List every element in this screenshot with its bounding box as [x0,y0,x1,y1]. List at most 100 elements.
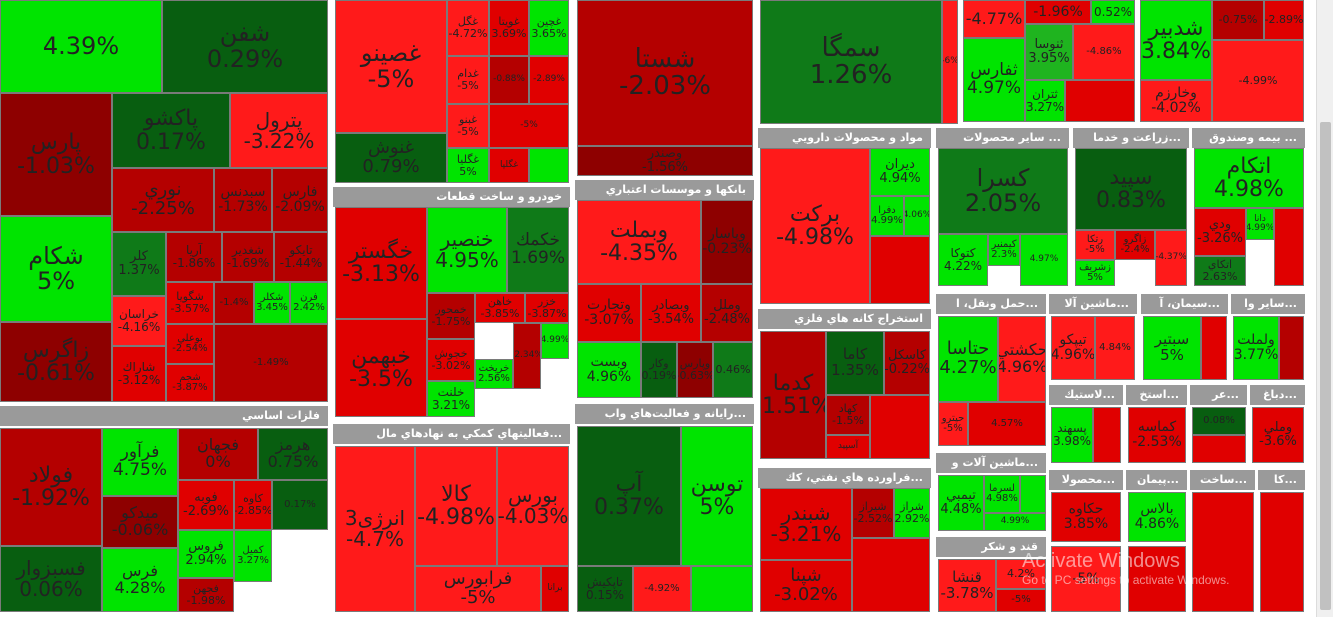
tile-t65[interactable]: -2.34% [513,323,541,389]
tile-t56[interactable]: خكمك 1.69% [507,207,569,293]
tile-t62[interactable]: خريخت 2.56% [475,359,513,389]
tile-t80[interactable]: كسرا 2.05% [938,148,1068,234]
tile-t76[interactable]: ديران 4.94% [870,148,930,196]
tile-t135[interactable] [1192,435,1246,463]
tile-t102[interactable]: كالا -4.98% [415,446,497,566]
tile-t18[interactable]: فرن 2.42% [290,282,328,324]
tile-t90[interactable]: ودي -3.26% [1194,208,1246,256]
tile-t125[interactable]: تيمبي 4.48% [938,475,984,531]
tile-t63[interactable]: خلنت 3.21% [427,381,475,417]
tile-t103[interactable]: انرژی3 -4.7% [335,446,415,612]
tile-t61[interactable]: خجوش -3.02% [427,339,475,381]
tile-t25[interactable]: غگل -4.72% [447,0,489,56]
tile-t154[interactable]: فجهن -1.98% [178,578,234,612]
tile-t24[interactable]: غصينو -5% [335,0,447,133]
tile-t42[interactable]: -1.96% [1025,0,1091,24]
tile-t57[interactable]: خبهمن -3.5% [335,319,427,417]
tile-t141[interactable] [1192,492,1254,612]
tile-t12[interactable]: شغدير -1.69% [222,232,274,282]
tile-t95[interactable]: كاما 1.35% [826,331,884,395]
tile-t33[interactable]: غنوش 0.79% [335,133,447,183]
tile-t34[interactable]: غگليا 5% [447,148,489,183]
tile-t150[interactable]: فروس 2.94% [178,530,234,578]
tile-t142[interactable] [1260,492,1304,612]
tile-t20[interactable]: شاراك -3.12% [112,346,166,402]
tile-t131[interactable]: پسهند 3.98% [1051,407,1093,463]
tile-t77[interactable]: دفرا 4.99% [870,196,904,236]
tile-t53[interactable]: -4.99% [1212,40,1304,122]
tile-t45[interactable]: ثفارس 4.97% [963,38,1025,122]
tile-t139[interactable] [1128,546,1186,612]
tile-t107[interactable]: تاپكيش 0.15% [577,566,633,612]
tile-t78[interactable]: 4.06% [904,196,930,236]
tile-t155[interactable] [1020,475,1046,513]
tile-t41[interactable]: -4.77% [963,0,1025,38]
tile-t126[interactable]: لسرما 4.98% [984,475,1020,513]
tile-t104[interactable]: فرابورس -5% [415,566,541,612]
tile-t43[interactable]: 0.52% [1091,0,1135,24]
tile-t10[interactable]: كلر 1.37% [112,232,166,296]
tile-t21[interactable]: بوعلي -2.54% [166,324,214,364]
tile-t120[interactable]: 4.84% [1095,316,1135,380]
tile-t81[interactable]: كتوكا 4.22% [938,234,988,286]
tile-t01[interactable]: 4.39% [0,0,162,93]
tile-t03[interactable]: پارس -1.03% [0,93,112,216]
tile-t14[interactable]: خراسان -4.16% [112,296,166,346]
tile-t09[interactable]: شكام 5% [0,216,112,322]
tile-t48[interactable] [1065,80,1135,122]
tile-t113[interactable]: شراز 2.92% [894,488,930,538]
tile-t127[interactable]: 4.99% [984,513,1046,531]
tile-t146[interactable]: هرمز 0.75% [258,428,328,480]
tile-t118[interactable]: 4.57% [968,402,1046,446]
tile-t54[interactable]: خگستر -3.13% [335,207,427,319]
tile-t109[interactable] [691,566,753,612]
tile-t145[interactable]: فجهان 0% [178,428,258,480]
tile-t11[interactable]: آريا -1.86% [166,232,222,282]
tile-t152[interactable]: فسبزوار 0.06% [0,546,102,612]
tile-t58[interactable]: خمحور -1.75% [427,293,475,339]
tile-t86[interactable]: زاگرو -2.4% [1115,230,1155,260]
tile-t39[interactable]: سمگا 1.26% [760,0,942,124]
tile-t112[interactable]: شيراز -2.52% [852,488,894,538]
tile-t87[interactable]: زشريف 5% [1075,260,1115,286]
tile-t05[interactable]: پترول -3.22% [230,93,328,168]
tile-t06[interactable]: نوري -2.25% [112,168,214,232]
tile-t99[interactable]: آسپيد [826,435,870,459]
tile-t140[interactable]: -5% [1051,546,1121,612]
tile-t147[interactable]: فوبه -2.69% [178,480,234,530]
tile-t136[interactable]: وملي -3.6% [1252,407,1304,463]
tile-t151[interactable]: كميل 3.27% [234,530,272,582]
tile-t55[interactable]: خنصير 4.95% [427,207,507,293]
tile-t79[interactable] [870,236,930,304]
tile-t129[interactable]: 4.2% [996,559,1046,589]
tile-t07[interactable]: سبدنس -1.73% [214,168,272,232]
tile-t134[interactable]: 0.08% [1192,407,1246,435]
vertical-scrollbar[interactable] [1316,0,1333,617]
tile-t27[interactable]: غچين 3.65% [529,0,569,56]
tile-t84[interactable]: سپيد 0.83% [1075,148,1187,230]
tile-t31[interactable]: غبنو -5% [447,104,489,148]
tile-t110[interactable]: شبندر -3.21% [760,488,852,560]
tile-t72[interactable]: وكار 0.19% [641,342,677,398]
tile-t117[interactable]: حپترو -5% [938,402,968,446]
tile-t02[interactable]: شفن 0.29% [162,0,328,93]
tile-t111[interactable]: شپنا -3.02% [760,560,852,612]
tile-t85[interactable]: رتكا -5% [1075,230,1115,260]
tile-t17[interactable]: شكلر 3.45% [254,282,290,324]
tile-t30[interactable]: -2.89% [529,56,569,104]
tile-t144[interactable]: فرآور 4.75% [102,428,178,496]
tile-t137[interactable]: حكاوه 3.85% [1051,492,1121,542]
tile-t119[interactable]: تيپكو 4.96% [1051,316,1095,380]
tile-t38[interactable]: وصندر -1.56% [577,146,753,176]
tile-t60[interactable]: خزر -3.87% [525,293,569,323]
tile-t74[interactable]: 0.46% [713,342,753,398]
tile-t40[interactable]: -6% [942,0,958,124]
tile-t04[interactable]: پاكشو 0.17% [112,93,230,168]
tile-t29[interactable]: -0.88% [489,56,529,104]
tile-t51[interactable]: -0.75% [1212,0,1264,40]
tile-t91[interactable]: دانا 4.99% [1246,208,1274,240]
tile-t97[interactable]: كهاد -1.5% [826,395,870,435]
tile-t138[interactable]: بالاس 4.86% [1128,492,1186,542]
tile-t16[interactable]: -1.4% [214,282,254,324]
tile-t28[interactable]: غدام -5% [447,56,489,104]
